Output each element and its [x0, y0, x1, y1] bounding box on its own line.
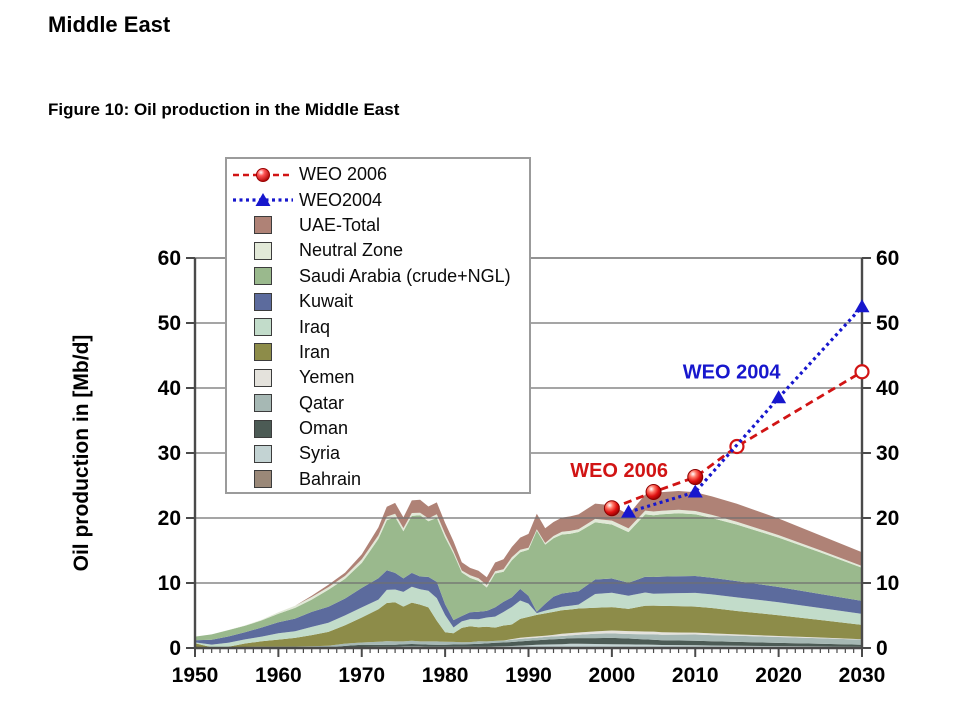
legend-item-neutral-zone: Neutral Zone [227, 238, 529, 263]
y-tick-label: 0 [169, 637, 181, 660]
legend-label: Yemen [299, 367, 355, 388]
legend-label: Bahrain [299, 468, 362, 489]
area-iran [195, 602, 862, 648]
legend-swatch-syria [227, 444, 299, 463]
legend-swatch-oman [227, 419, 299, 438]
legend-swatch-bahrain [254, 470, 272, 489]
y-tick-label: 40 [158, 377, 181, 400]
legend-swatch-oman [254, 419, 272, 438]
legend-swatch-qatar [254, 394, 272, 413]
marker-circle [603, 500, 620, 517]
figure-caption: Figure 10: Oil production in the Middle … [48, 100, 400, 119]
x-tick-label: 2010 [672, 664, 719, 687]
legend-swatch-neutral-zone [254, 241, 272, 260]
y-tick-label-right: 40 [876, 377, 899, 400]
legend-swatch-kuwait [254, 292, 272, 311]
legend-label: Qatar [299, 392, 345, 413]
area-saudi-arabia-crude-ngl [195, 513, 862, 641]
legend-swatch-uae-total [227, 216, 299, 235]
marker-circle [645, 484, 662, 500]
y-tick-label: 50 [158, 312, 181, 335]
legend-item-qatar: Qatar [227, 391, 529, 416]
area-qatar [195, 633, 862, 648]
dashed-line-circle-icon [227, 166, 299, 184]
y-axis-title: Oil production in [Mb/d] [70, 335, 93, 572]
legend-label: WEO 2006 [299, 164, 388, 185]
legend-item-oman: Oman [227, 416, 529, 441]
legend-swatch-bahrain [227, 470, 299, 489]
legend-swatch-iran [254, 343, 272, 362]
marker-triangle [854, 299, 870, 313]
line-weo-2006 [611, 370, 863, 510]
area-kuwait [195, 570, 862, 645]
x-tick-label: 1990 [505, 664, 552, 687]
x-tick-label: 1960 [255, 664, 302, 687]
legend-label: Kuwait [299, 291, 354, 312]
legend-label: Iran [299, 341, 331, 362]
y-tick-label-right: 0 [876, 637, 888, 660]
legend-swatch-qatar [227, 394, 299, 413]
annotation-weo-2004: WEO 2004 [683, 361, 782, 383]
marker-triangle [621, 504, 637, 518]
x-tick-label: 1980 [422, 664, 469, 687]
legend-swatch-kuwait [227, 292, 299, 311]
legend-label: Neutral Zone [299, 240, 404, 261]
annotation-weo-2006: WEO 2006 [570, 460, 668, 482]
x-tick-label: 2000 [589, 664, 636, 687]
legend-swatch-saudi-arabia-crude-ngl [227, 267, 299, 286]
page-title: Middle East [48, 12, 171, 37]
legend-item-saudi-arabia-crude-ngl: Saudi Arabia (crude+NGL) [227, 264, 529, 289]
legend-label: Iraq [299, 316, 331, 337]
area-oman [195, 637, 862, 648]
y-tick-label-right: 50 [876, 312, 899, 335]
y-tick-label-right: 30 [876, 442, 899, 465]
legend-label: Saudi Arabia (crude+NGL) [299, 265, 511, 286]
legend-label: Syria [299, 443, 341, 464]
legend-item-yemen: Yemen [227, 365, 529, 390]
legend-swatch-yemen [254, 368, 272, 387]
x-tick-label: 2020 [755, 664, 802, 687]
legend-item-kuwait: Kuwait [227, 289, 529, 314]
dashed-line-circle-icon [233, 167, 293, 182]
legend-label: WEO2004 [299, 189, 383, 210]
legend-swatch-neutral-zone [227, 241, 299, 260]
legend-label: UAE-Total [299, 214, 381, 235]
chart-legend: WEO 2006 WEO2004 UAE-Total Neutral Zone Saud… [225, 157, 531, 494]
line-weo2004 [628, 305, 864, 514]
legend-swatch-yemen [227, 368, 299, 387]
dotted-line-triangle-icon [233, 193, 293, 207]
legend-item-weo-2006: WEO 2006 [227, 162, 529, 187]
y-tick-label-right: 10 [876, 572, 899, 595]
dotted-line-triangle-icon [227, 191, 299, 209]
legend-swatch-iraq [254, 318, 272, 337]
y-tick-label: 60 [158, 247, 181, 270]
legend-item-bahrain: Bahrain [227, 467, 529, 492]
marker-triangle [771, 390, 787, 404]
legend-swatch-saudi-arabia-crude-ngl [254, 267, 272, 286]
area-iraq [195, 586, 862, 648]
x-tick-label: 1950 [172, 664, 219, 687]
legend-swatch-iran [227, 343, 299, 362]
x-tick-label: 2030 [839, 664, 886, 687]
legend-swatch-iraq [227, 318, 299, 337]
y-tick-label-right: 60 [876, 247, 899, 270]
y-tick-label: 10 [158, 572, 181, 595]
legend-item-iran: Iran [227, 340, 529, 365]
legend-item-weo2004: WEO2004 [227, 187, 529, 212]
legend-swatch-uae-total [254, 216, 272, 235]
y-tick-label: 20 [158, 507, 181, 530]
legend-item-iraq: Iraq [227, 314, 529, 339]
x-tick-label: 1970 [338, 664, 385, 687]
marker-triangle [687, 484, 703, 498]
marker-circle-open [854, 364, 870, 380]
legend-item-uae-total: UAE-Total [227, 213, 529, 238]
y-tick-label-right: 20 [876, 507, 899, 530]
marker-circle [687, 469, 704, 486]
legend-label: Oman [299, 418, 349, 439]
y-tick-label: 30 [158, 442, 181, 465]
legend-swatch-syria [254, 444, 272, 463]
legend-item-syria: Syria [227, 441, 529, 466]
